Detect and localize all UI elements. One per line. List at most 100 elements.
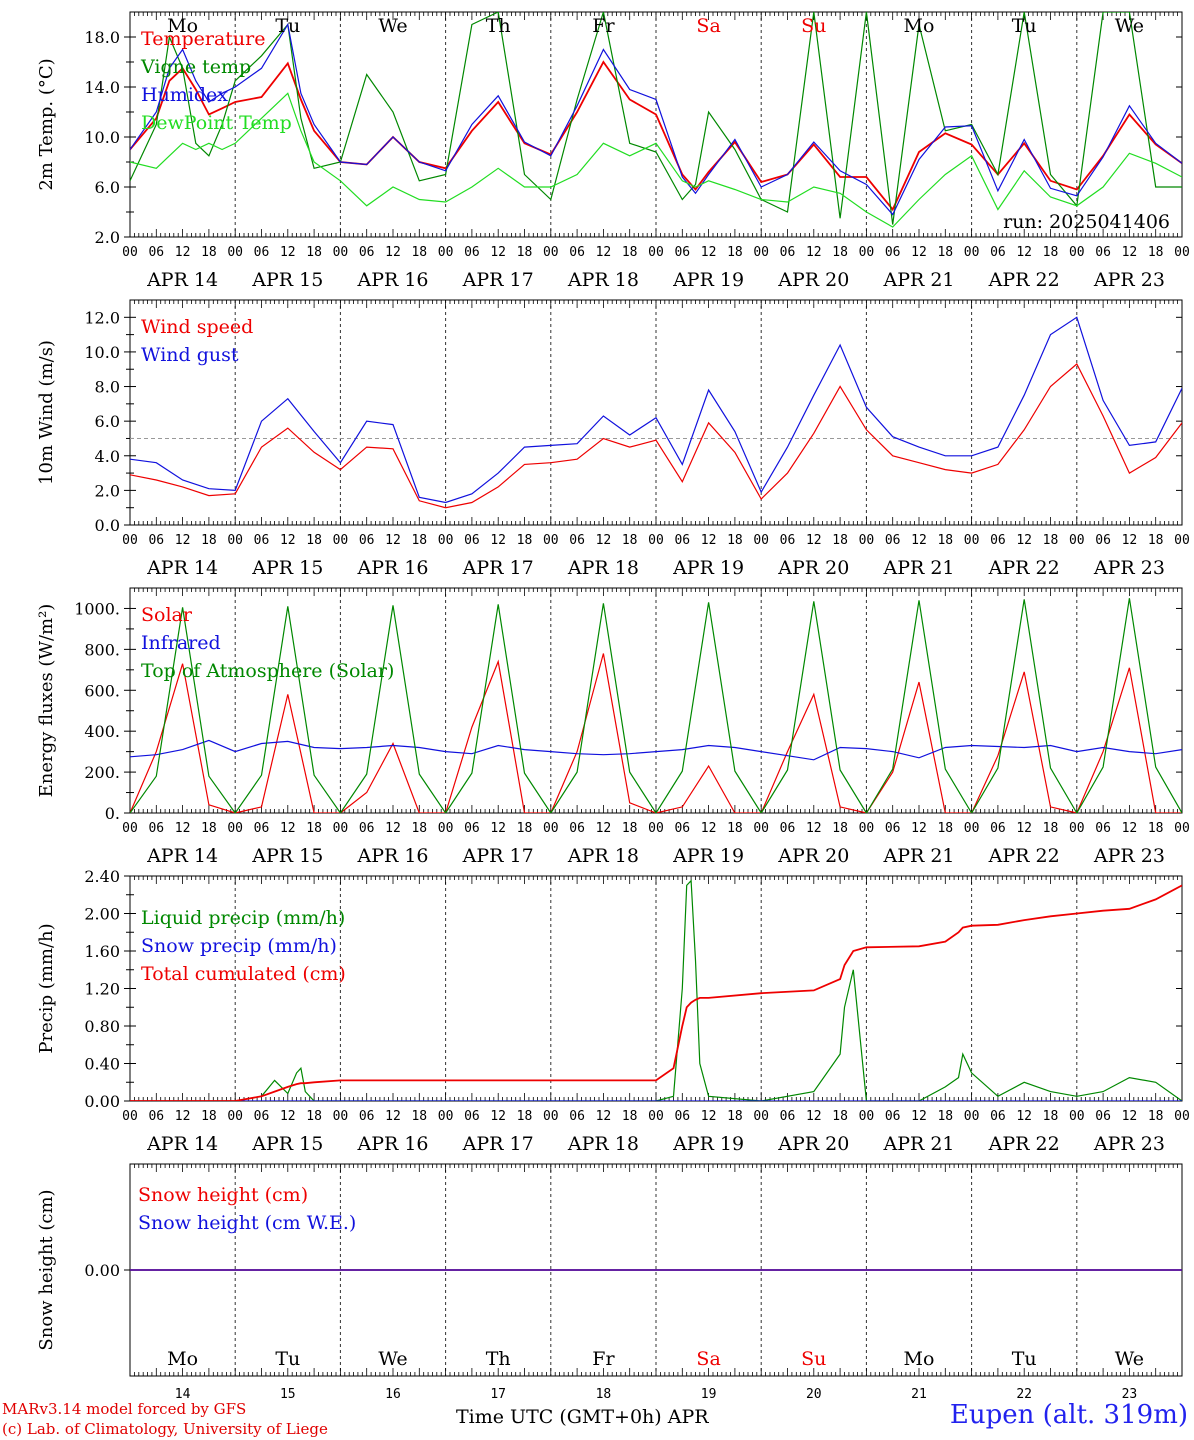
- hour-tick-label: 18: [937, 1109, 953, 1124]
- y-axis-label-temperature: 2m Temp. (°C): [36, 58, 57, 190]
- plot-frame-energy: [129, 587, 1183, 814]
- series-group-temperature: [130, 12, 1182, 228]
- weekday-label: Sa: [696, 1348, 720, 1370]
- date-label: APR 16: [356, 1133, 428, 1155]
- y-tick-label: 12.0: [84, 308, 120, 327]
- hour-tick-label: 00: [333, 533, 349, 548]
- hour-tick-label: 12: [385, 533, 401, 548]
- weekday-label: Fr: [592, 1348, 615, 1370]
- y-tick-label: 8.0: [95, 378, 120, 397]
- hour-tick-label: 00: [227, 245, 243, 260]
- series-line-wind-speed: [130, 363, 1182, 509]
- hour-tick-label: 18: [201, 821, 217, 836]
- y-tick-label: 1000.: [74, 599, 120, 618]
- hour-tick-label: 12: [596, 533, 612, 548]
- hour-tick-label: 18: [832, 533, 848, 548]
- hour-tick-label: 06: [674, 1109, 690, 1124]
- date-label: APR 21: [882, 845, 954, 867]
- panel-snow: 0.00 Snow height (cm) Snow height (cm) Snow…: [36, 1163, 1183, 1377]
- hour-tick-label: 06: [148, 1109, 164, 1124]
- hour-tick-label: 12: [806, 1109, 822, 1124]
- hour-tick-label: 18: [727, 245, 743, 260]
- hour-tick-label: 12: [806, 533, 822, 548]
- hour-tick-label: 06: [885, 821, 901, 836]
- hour-tick-label: 18: [517, 245, 533, 260]
- weekday-label: Sa: [696, 15, 720, 37]
- hour-tick-label: 06: [990, 245, 1006, 260]
- hour-tick-label: 00: [543, 533, 559, 548]
- hour-tick-label: 12: [701, 1109, 717, 1124]
- hour-tick-label: 06: [780, 1109, 796, 1124]
- hour-tick-label: 06: [254, 821, 270, 836]
- weekday-label: Mo: [904, 1348, 935, 1370]
- hour-tick-label: 12: [911, 533, 927, 548]
- date-label: APR 16: [356, 557, 428, 579]
- legend-entry: Humidex: [141, 84, 228, 106]
- hour-tick-label: 12: [175, 533, 191, 548]
- hour-tick-label: 06: [674, 533, 690, 548]
- series-line-top-of-atmosphere-solar-: [130, 598, 1182, 813]
- weekday-label: We: [378, 15, 407, 37]
- y-tick-label: 0.40: [84, 1055, 120, 1074]
- hour-tick-label: 00: [859, 533, 875, 548]
- hour-tick-label: 00: [122, 821, 138, 836]
- day-number-label: 17: [490, 1387, 506, 1402]
- hour-tick-label: 12: [701, 533, 717, 548]
- date-label: APR 18: [567, 557, 639, 579]
- hour-tick-label: 06: [464, 1109, 480, 1124]
- legend-entry: DewPoint Temp: [141, 112, 292, 134]
- hour-tick-label: 12: [490, 533, 506, 548]
- hour-tick-label: 06: [148, 533, 164, 548]
- hour-tick-label: 00: [964, 533, 980, 548]
- date-label: APR 21: [882, 557, 954, 579]
- hour-tick-label: 06: [780, 533, 796, 548]
- hour-tick-label: 12: [1016, 533, 1032, 548]
- hour-tick-label: 06: [569, 245, 585, 260]
- hour-tick-label: 12: [806, 821, 822, 836]
- y-tick-label: 6.0: [95, 178, 120, 197]
- day-number-label: 15: [280, 1387, 296, 1402]
- hour-tick-label: 18: [306, 533, 322, 548]
- y-axis-label-snow: Snow height (cm): [36, 1189, 57, 1350]
- plot-frame-wind: [129, 299, 1183, 526]
- hour-tick-label: 12: [1122, 1109, 1138, 1124]
- hour-tick-label: 06: [148, 245, 164, 260]
- hour-tick-label: 06: [1095, 1109, 1111, 1124]
- date-label: APR 18: [567, 845, 639, 867]
- hour-tick-label: 06: [464, 821, 480, 836]
- hour-tick-label: 06: [885, 533, 901, 548]
- hour-tick-label: 00: [122, 245, 138, 260]
- day-number-label: 20: [806, 1387, 822, 1402]
- hour-tick-label: 00: [648, 245, 664, 260]
- weekday-label: Mo: [904, 15, 935, 37]
- hour-tick-label: 18: [411, 1109, 427, 1124]
- date-label: APR 19: [672, 269, 744, 291]
- hour-tick-label: 12: [490, 821, 506, 836]
- model-credit: MARv3.14 model forced by GFS: [2, 1400, 247, 1418]
- hour-tick-label: 06: [569, 1109, 585, 1124]
- hour-tick-label: 18: [306, 821, 322, 836]
- y-tick-label: 4.0: [95, 447, 120, 466]
- hour-tick-label: 00: [1174, 245, 1190, 260]
- hour-tick-label: 06: [674, 821, 690, 836]
- hour-tick-label: 06: [148, 821, 164, 836]
- hour-tick-label: 18: [727, 821, 743, 836]
- y-axis-label-wind: 10m Wind (m/s): [36, 340, 57, 485]
- hour-tick-label: 00: [227, 821, 243, 836]
- weekday-label: Tu: [275, 15, 300, 37]
- hour-tick-label: 18: [306, 245, 322, 260]
- hour-tick-label: 00: [1174, 533, 1190, 548]
- series-line-total-cumulated-cm-: [130, 884, 1182, 1101]
- hour-tick-label: 18: [622, 245, 638, 260]
- y-tick-label: 14.0: [84, 78, 120, 97]
- weekday-label: Th: [486, 1348, 511, 1370]
- date-label: APR 22: [988, 557, 1060, 579]
- hour-tick-label: 12: [280, 821, 296, 836]
- weekday-label: We: [378, 1348, 407, 1370]
- series-group-wind: [130, 316, 1182, 509]
- hour-tick-label: 00: [333, 821, 349, 836]
- hour-tick-label: 18: [1148, 245, 1164, 260]
- hour-tick-label: 06: [1095, 533, 1111, 548]
- hour-tick-label: 12: [1016, 245, 1032, 260]
- y-tick-label: 0.00: [84, 1092, 120, 1111]
